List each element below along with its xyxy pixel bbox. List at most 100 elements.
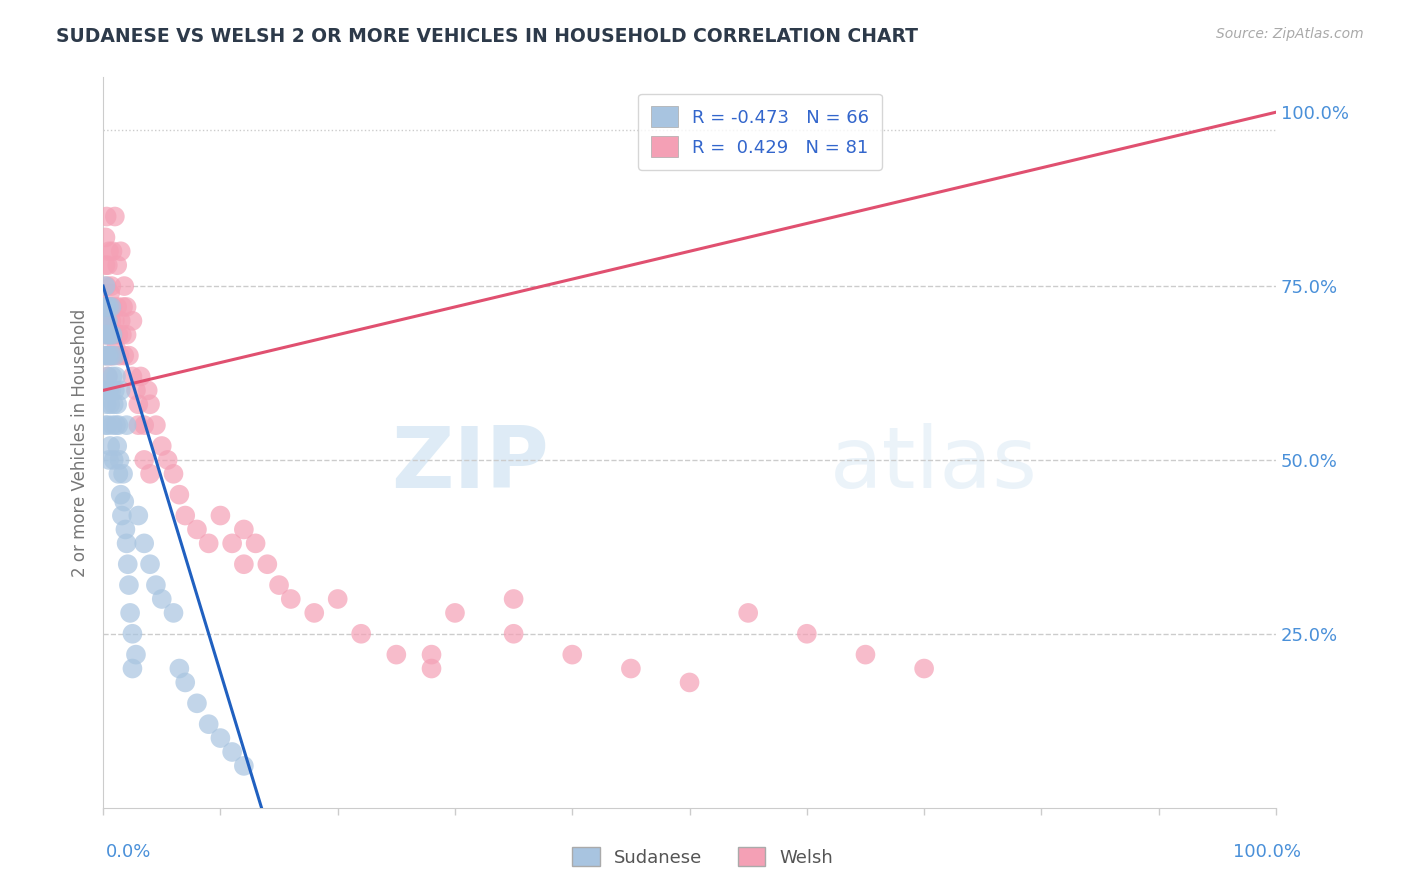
Point (111, 327, 134, 342)
Point (139, 467, 162, 481)
Point (267, 578, 290, 592)
Point (302, 606, 325, 620)
Point (129, 369, 152, 384)
Text: ZIP: ZIP (391, 423, 548, 506)
Point (103, 397, 125, 411)
Point (197, 717, 219, 731)
Point (107, 327, 129, 342)
Point (98, 453, 121, 467)
Point (103, 453, 125, 467)
Point (232, 558, 254, 572)
Point (162, 467, 184, 481)
Point (385, 648, 408, 662)
Point (118, 578, 141, 592)
Point (97, 314, 120, 328)
Point (101, 300, 124, 314)
Point (101, 349, 124, 363)
Point (115, 327, 138, 342)
Point (121, 314, 143, 328)
Point (197, 536, 219, 550)
Point (112, 494, 135, 508)
Point (134, 453, 156, 467)
Point (112, 467, 135, 481)
Point (100, 349, 122, 363)
Point (134, 536, 156, 550)
Point (93, 349, 115, 363)
Point (145, 578, 167, 592)
Point (94, 230, 117, 244)
Point (108, 453, 131, 467)
Legend: R = -0.473   N = 66, R =  0.429   N = 81: R = -0.473 N = 66, R = 0.429 N = 81 (638, 94, 882, 169)
Point (134, 418, 156, 433)
Point (125, 648, 148, 662)
Point (256, 558, 278, 572)
Legend: Sudanese, Welsh: Sudanese, Welsh (565, 840, 841, 874)
Point (96, 349, 118, 363)
Point (139, 397, 162, 411)
Point (111, 508, 134, 523)
Point (110, 488, 132, 502)
Point (100, 384, 122, 398)
Point (96, 210, 118, 224)
Point (96, 349, 118, 363)
Point (98, 397, 121, 411)
Point (169, 488, 191, 502)
Point (150, 592, 173, 607)
Point (174, 508, 197, 523)
Point (186, 696, 208, 710)
Point (221, 536, 243, 550)
Point (107, 467, 129, 481)
Point (280, 592, 302, 607)
Point (118, 349, 141, 363)
Point (125, 384, 148, 398)
Point (620, 661, 643, 675)
Point (678, 675, 700, 690)
Point (156, 453, 179, 467)
Y-axis label: 2 or more Vehicles in Household: 2 or more Vehicles in Household (72, 309, 89, 576)
Point (174, 675, 197, 690)
Point (912, 661, 935, 675)
Point (245, 536, 267, 550)
Point (121, 369, 143, 384)
Point (104, 349, 127, 363)
Point (100, 314, 122, 328)
Point (350, 626, 373, 640)
Point (105, 258, 128, 272)
Point (98, 439, 121, 453)
Point (221, 745, 243, 759)
Point (96, 384, 118, 398)
Text: 0.0%: 0.0% (105, 843, 150, 861)
Point (94, 327, 117, 342)
Point (855, 648, 877, 662)
Point (139, 558, 162, 572)
Point (737, 606, 759, 620)
Point (101, 244, 124, 259)
Point (98, 285, 121, 300)
Point (98, 327, 121, 342)
Point (420, 661, 443, 675)
Point (105, 439, 128, 453)
Point (98, 300, 121, 314)
Point (96, 279, 118, 293)
Point (98, 384, 121, 398)
Point (112, 300, 135, 314)
Point (98, 244, 121, 259)
Point (162, 606, 184, 620)
Text: 100.0%: 100.0% (1233, 843, 1301, 861)
Point (150, 439, 173, 453)
Point (115, 418, 138, 433)
Point (105, 397, 128, 411)
Point (105, 342, 128, 356)
Point (502, 626, 524, 640)
Point (98, 300, 121, 314)
Point (121, 626, 143, 640)
Point (98, 349, 121, 363)
Text: Source: ZipAtlas.com: Source: ZipAtlas.com (1216, 27, 1364, 41)
Point (94, 314, 117, 328)
Point (98, 300, 121, 314)
Point (127, 418, 149, 433)
Point (97, 369, 120, 384)
Point (97, 314, 120, 328)
Point (115, 536, 138, 550)
Point (127, 397, 149, 411)
